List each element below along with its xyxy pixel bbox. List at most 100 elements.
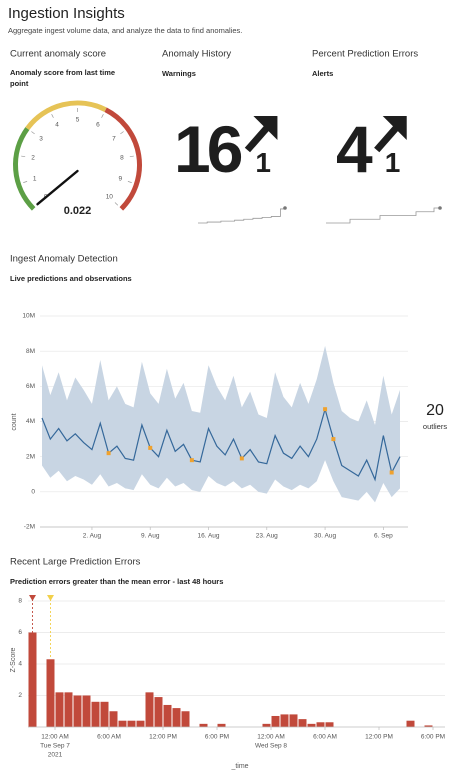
bar — [316, 722, 325, 727]
big-value: 16 — [174, 112, 242, 186]
y-tick-label: 8 — [18, 598, 22, 605]
y-tick-label: 8M — [26, 348, 35, 355]
outlier-count: 20 — [426, 402, 444, 419]
panel-subtitle-box: Anomaly score from last time point — [10, 68, 115, 88]
annotation-marker — [29, 595, 36, 601]
bar — [136, 720, 145, 727]
gauge-tick — [129, 155, 134, 158]
panel-title: Current anomaly score — [10, 49, 106, 60]
trend-arrow — [244, 122, 273, 153]
panel-title: Recent Large Prediction Errors — [10, 557, 141, 568]
dashboard-subtitle: Aggregate ingest volume data, and analyz… — [8, 26, 242, 35]
bar — [298, 719, 307, 727]
y-tick-label: 0 — [31, 489, 35, 496]
bar — [307, 723, 316, 727]
bar — [217, 723, 226, 727]
bar — [289, 714, 298, 727]
outlier-point — [148, 445, 153, 450]
bar — [172, 708, 181, 727]
x-tick-label: 6:00 AM — [313, 734, 337, 741]
bar — [424, 725, 433, 727]
panel-subtitle: Warnings — [162, 69, 196, 78]
bar — [262, 723, 271, 727]
panel-subtitle: Prediction errors greater than the mean … — [10, 577, 223, 586]
bar — [181, 711, 190, 727]
gauge-tick-label: 7 — [112, 135, 116, 142]
gauge-tick-label: 3 — [39, 135, 43, 142]
outlier-point — [389, 470, 394, 475]
gauge-tick-label: 5 — [76, 117, 80, 124]
outlier-point — [189, 458, 194, 463]
gauge-tick-label: 2 — [31, 155, 35, 162]
bar — [406, 720, 415, 727]
bar — [145, 692, 154, 727]
panel-subtitle: Alerts — [312, 69, 333, 78]
x-date-label: Tue Sep 7 — [40, 743, 70, 750]
annotation-marker — [47, 595, 54, 601]
gauge-value: 0.022 — [64, 205, 92, 217]
y-tick-label: 2M — [26, 453, 35, 460]
x-tick-label: 16. Aug — [197, 533, 219, 540]
gauge-band — [13, 127, 36, 211]
bar — [82, 695, 91, 727]
x-tick-label: 12:00 AM — [257, 734, 284, 741]
x-tick-label: 2. Aug — [83, 533, 102, 540]
gauge-tick-label: 10 — [106, 194, 114, 201]
gauge-tick-label: 4 — [55, 122, 59, 129]
panel-title: Percent Prediction Errors — [312, 49, 418, 60]
y-tick-label: 4M — [26, 418, 35, 425]
bar — [55, 692, 64, 727]
gauge-tick — [114, 202, 119, 206]
outlier-point — [239, 456, 244, 461]
x-date-label: Wed Sep 8 — [255, 743, 287, 750]
panel-title: Ingest Anomaly Detection — [10, 254, 118, 265]
delta-value: 1 — [385, 147, 401, 178]
x-axis-label: _time — [230, 763, 248, 770]
x-tick-label: 12:00 AM — [41, 734, 68, 741]
y-axis-label: Z-Score — [10, 647, 17, 672]
dashboard-title: Ingestion Insights — [8, 5, 125, 22]
gauge-tick-label: 9 — [118, 176, 122, 183]
trend-arrow-head — [382, 116, 407, 140]
bar — [163, 704, 172, 727]
bar — [46, 659, 55, 727]
gauge-tick — [31, 131, 35, 135]
bar — [127, 720, 136, 727]
gauge-tick — [120, 131, 124, 135]
delta-value: 1 — [255, 147, 271, 178]
x-tick-label: 6:00 AM — [97, 734, 121, 741]
x-tick-label: 9. Aug — [141, 533, 160, 540]
y-tick-label: -2M — [24, 524, 35, 531]
bar — [199, 723, 208, 727]
x-tick-label: 6. Sep — [374, 533, 393, 540]
panel-subtitle: Live predictions and observations — [10, 274, 132, 283]
panel-title: Anomaly History — [162, 49, 231, 60]
sparkline — [198, 208, 286, 224]
bar — [118, 720, 127, 727]
gauge-tick — [21, 155, 26, 158]
gauge-tick — [101, 114, 104, 118]
x-tick-label: 12:00 PM — [365, 734, 393, 741]
y-tick-label: 6 — [18, 629, 22, 636]
y-tick-label: 2 — [18, 692, 22, 699]
x-year-label: 2021 — [48, 752, 63, 759]
bar — [154, 697, 163, 727]
x-tick-label: 12:00 PM — [149, 734, 177, 741]
gauge-tick — [23, 181, 28, 183]
sparkline-end — [438, 206, 442, 210]
outlier-label: outliers — [423, 422, 447, 431]
bar — [325, 722, 334, 727]
gauge-tick — [51, 114, 54, 118]
gauge-band — [104, 107, 142, 211]
bar — [64, 692, 73, 727]
trend-arrow — [374, 122, 402, 153]
bar — [109, 711, 118, 727]
gauge-tick-label: 6 — [96, 122, 100, 129]
outlier-point — [323, 407, 328, 412]
sparkline — [326, 207, 440, 224]
gauge-band — [25, 100, 107, 131]
x-tick-label: 23. Aug — [256, 533, 278, 540]
trend-arrow-head — [253, 116, 278, 140]
